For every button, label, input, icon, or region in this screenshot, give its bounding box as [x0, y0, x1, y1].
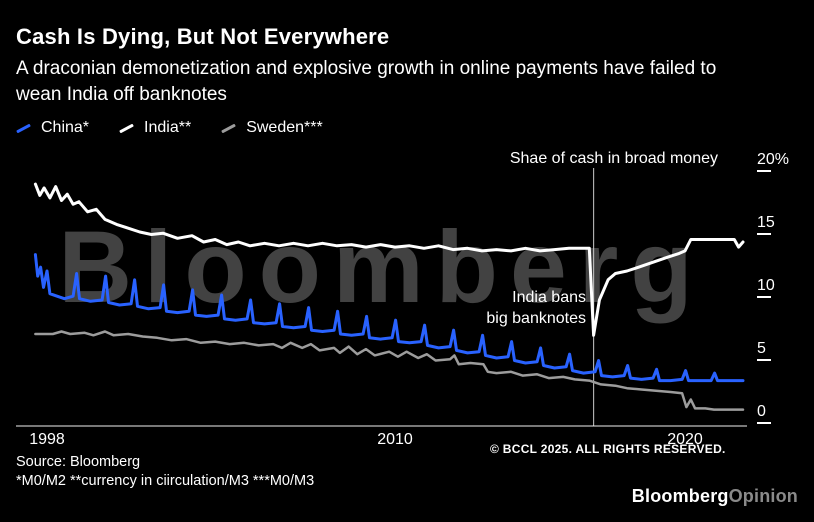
chart-title: Cash Is Dying, But Not Everywhere [16, 24, 390, 49]
legend-label-sweden: Sweden*** [246, 119, 323, 136]
event-annotation: India bans big banknotes [400, 287, 586, 329]
y-tick-mark [757, 233, 771, 235]
legend-label-india: India** [144, 119, 192, 136]
y-tick-label: 10 [757, 277, 775, 294]
y-tick-mark [757, 359, 771, 361]
y-tick-mark [757, 296, 771, 298]
sweden-line [34, 330, 745, 411]
y-tick-mark [757, 422, 771, 424]
y-tick-label: 15 [757, 214, 775, 231]
x-tick-label: 2010 [377, 431, 413, 448]
source-text: Source: Bloomberg [16, 454, 141, 470]
legend-item-india: India** [119, 119, 191, 137]
legend-label-china: China* [41, 119, 90, 136]
x-tick-label: 1998 [29, 431, 65, 448]
legend: China* India** Sweden*** [16, 119, 323, 137]
y-tick-label: 20% [757, 151, 790, 168]
brand-bloomberg: Bloomberg [631, 486, 729, 506]
legend-item-china: China* [16, 119, 89, 137]
india-line [33, 182, 745, 337]
x-tick-label: 2020 [667, 431, 703, 448]
copyright-overlay: © BCCL 2025. ALL RIGHTS RESERVED. [490, 442, 726, 456]
annotation-line-1: India bans [512, 289, 586, 306]
y-tick-label: 0 [757, 403, 766, 420]
china-line [33, 253, 745, 383]
bloomberg-opinion-logo: BloombergOpinion [632, 486, 798, 507]
brand-opinion: Opinion [728, 486, 798, 506]
footnotes: *M0/M2 **currency in ciirculation/M3 ***… [16, 473, 315, 489]
y-axis-title: Shae of cash in broad money [509, 150, 718, 167]
legend-item-sweden: Sweden*** [221, 119, 323, 137]
chart-subtitle: A draconian demonetization and explosive… [16, 58, 717, 105]
y-tick-mark [757, 170, 771, 172]
y-tick-label: 5 [757, 340, 766, 357]
annotation-line-2: big banknotes [486, 310, 586, 327]
